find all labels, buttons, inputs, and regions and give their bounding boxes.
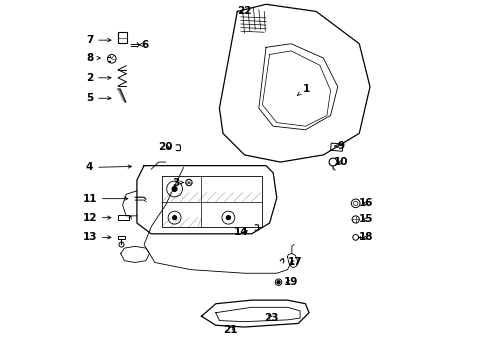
Text: 7: 7	[86, 35, 111, 45]
Polygon shape	[118, 89, 124, 101]
Text: 20: 20	[157, 142, 172, 152]
Text: 3: 3	[172, 177, 183, 188]
Bar	[118, 32, 126, 42]
Text: 15: 15	[359, 215, 373, 224]
Text: 21: 21	[223, 325, 237, 334]
Text: 1: 1	[297, 84, 309, 95]
Text: 14: 14	[233, 227, 248, 237]
Text: 18: 18	[359, 232, 373, 242]
Text: 8: 8	[86, 53, 100, 63]
Circle shape	[277, 281, 280, 284]
Text: 6: 6	[138, 40, 148, 50]
Text: 2: 2	[86, 73, 111, 83]
Text: 19: 19	[284, 277, 298, 287]
Text: 13: 13	[82, 232, 111, 242]
Text: 9: 9	[334, 141, 344, 151]
Bar	[118, 215, 129, 220]
Text: 16: 16	[359, 198, 373, 208]
Text: 22: 22	[237, 6, 251, 17]
Bar	[118, 235, 124, 239]
Text: 4: 4	[86, 162, 131, 172]
Text: 23: 23	[264, 313, 278, 323]
Bar	[330, 143, 342, 151]
Text: 11: 11	[82, 194, 127, 204]
Text: 12: 12	[82, 213, 111, 222]
Text: 10: 10	[333, 157, 348, 167]
Text: 17: 17	[287, 257, 302, 267]
Circle shape	[226, 216, 230, 220]
Text: 5: 5	[86, 93, 111, 103]
Circle shape	[172, 186, 177, 191]
Circle shape	[172, 216, 176, 220]
